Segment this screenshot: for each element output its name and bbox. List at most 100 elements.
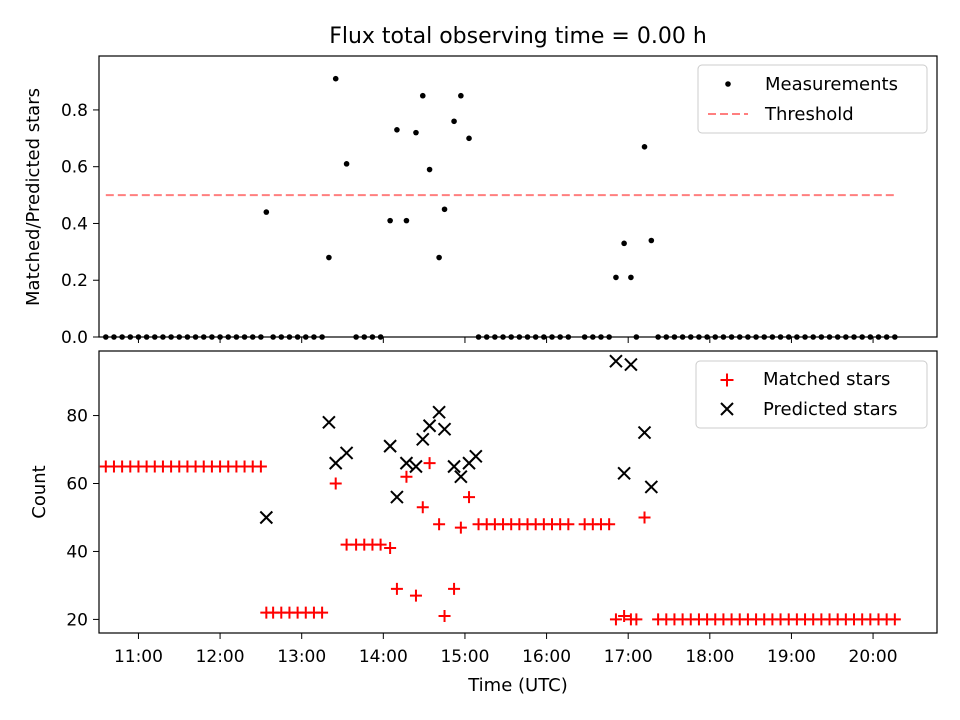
top-x-axis [137, 337, 874, 343]
x-tick-label: 11:00 [114, 647, 163, 667]
matched-star-point [409, 589, 422, 602]
bottom-legend-frame [695, 360, 928, 429]
measurement-point [451, 118, 457, 125]
predicted-star-point [609, 354, 623, 368]
x-tick-label: 20:00 [849, 647, 898, 667]
matched-star-point [638, 511, 651, 524]
predicted-star-point [399, 456, 414, 470]
measurement-point [458, 92, 464, 99]
measurement-point [413, 129, 419, 136]
top-plot-frame [98, 55, 938, 338]
measurement-point [387, 217, 393, 224]
x-tick-label: 15:00 [440, 647, 489, 667]
measurement-point [641, 144, 648, 150]
matched-star-point [888, 613, 901, 626]
predicted-star-point [259, 510, 274, 525]
measurement-point [263, 209, 270, 215]
measurement-point [628, 274, 634, 281]
measurement-point [419, 92, 426, 99]
predicted-star-point [637, 425, 652, 440]
x-tick-label: 12:00 [196, 647, 245, 667]
bottom-series-layer [99, 354, 901, 626]
matched-star-point [384, 542, 397, 555]
x-tick-label: 16:00 [522, 647, 571, 667]
matched-star-point [438, 610, 451, 623]
x-tick-label: 17:00 [604, 647, 653, 667]
measurement-point [648, 237, 655, 244]
matched-star-point [390, 582, 403, 595]
legend-threshold-label: Threshold [764, 104, 854, 125]
matched-star-point [423, 457, 436, 470]
y-tick-label: 0.0 [61, 328, 88, 348]
predicted-star-point [437, 422, 452, 436]
top-legend-frame [697, 64, 928, 134]
predicted-star-point [447, 459, 461, 474]
bottom-plot-frame [98, 350, 938, 634]
y-tick-label: 40 [66, 542, 88, 562]
legend-predicted-marker [720, 402, 734, 416]
predicted-star-point [422, 419, 437, 433]
predicted-star-point [416, 432, 430, 447]
matched-star-point [416, 501, 429, 514]
predicted-star-point [339, 446, 354, 460]
matched-star-point [254, 460, 267, 473]
predicted-star-point [617, 466, 631, 481]
y-tick-label: 60 [66, 475, 88, 495]
legend-predicted-label: Predicted stars [763, 399, 897, 420]
measurement-point [394, 126, 400, 133]
matched-star-point [329, 477, 342, 490]
measurement-point [343, 161, 350, 167]
predicted-star-point [409, 459, 423, 474]
y-tick-label: 0.2 [61, 271, 88, 291]
matched-star-point [618, 610, 631, 623]
matched-star-point [562, 518, 575, 531]
x-tick-label: 18:00 [685, 647, 734, 667]
bottom-y-axis: 20 40 60 80 [66, 407, 99, 630]
bottom-x-axis: 11:00 12:00 13:00 14:00 15:00 16:00 17:00 18:00… [114, 633, 898, 667]
chart-title: Flux total observing time = 0.00 h [329, 24, 707, 49]
x-tick-label: 19:00 [767, 647, 816, 667]
y-tick-label: 20 [66, 610, 88, 630]
matched-star-point [463, 491, 476, 504]
y-tick-label: 0.4 [61, 214, 88, 234]
x-tick-label: 13:00 [277, 647, 326, 667]
y-tick-label: 0.8 [61, 101, 88, 121]
legend-matched-label: Matched stars [763, 369, 890, 390]
predicted-star-point [322, 415, 336, 430]
bottom-y-axis-label: Count [29, 465, 50, 518]
predicted-star-point [432, 405, 446, 419]
matched-star-point [454, 521, 467, 534]
legend-measurements-label: Measurements [765, 74, 898, 95]
top-panel: 0.00.20.40.60.8 Matched/Predicted stars … [23, 55, 938, 348]
matched-star-point [448, 582, 461, 595]
measurement-point [613, 274, 619, 281]
measurement-point [332, 75, 339, 82]
top-y-axis: 0.0 0.2 0.4 0.6 0.8 [61, 101, 99, 348]
x-axis-label: Time (UTC) [467, 675, 568, 696]
matched-star-point [630, 613, 643, 626]
matched-star-point [400, 470, 413, 483]
measurement-point [426, 166, 433, 173]
predicted-star-point [469, 449, 483, 464]
matched-star-point [374, 538, 387, 551]
measurement-point [621, 240, 627, 247]
matched-star-point [316, 606, 329, 619]
measurement-point [326, 254, 332, 261]
bottom-legend: Matched stars Predicted stars [695, 360, 928, 429]
matched-star-point [603, 518, 616, 531]
top-legend: Measurements Threshold [697, 64, 928, 134]
predicted-star-point [390, 490, 404, 504]
predicted-star-point [383, 439, 397, 453]
y-tick-label: 80 [66, 407, 88, 427]
measurement-point [441, 206, 448, 213]
predicted-star-point [624, 357, 638, 372]
predicted-star-point [454, 470, 468, 484]
measurement-point [403, 217, 410, 224]
x-tick-label: 14:00 [359, 647, 408, 667]
legend-measurements-marker [725, 81, 731, 87]
measurement-point [466, 135, 472, 142]
legend-matched-marker [720, 373, 734, 387]
matched-star-point [609, 613, 622, 626]
measurement-point [436, 254, 442, 261]
